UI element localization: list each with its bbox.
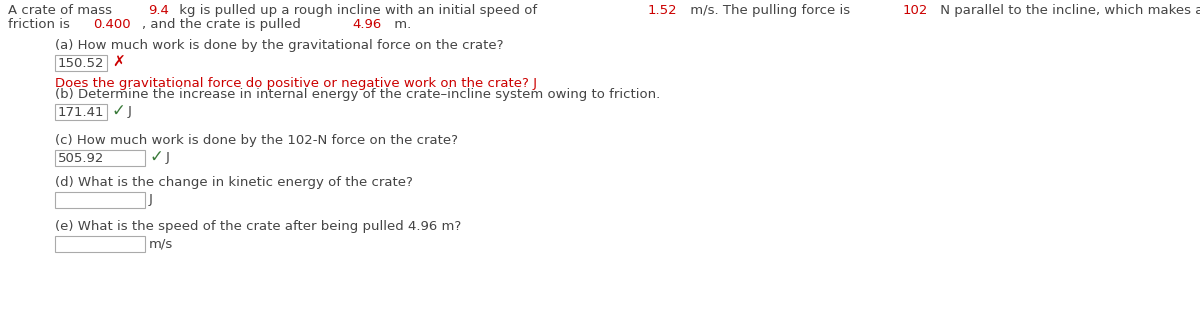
Text: 102: 102 — [902, 4, 929, 17]
Text: 0.400: 0.400 — [94, 18, 131, 31]
FancyBboxPatch shape — [55, 150, 145, 166]
Text: J: J — [166, 152, 170, 164]
Text: ✗: ✗ — [112, 55, 125, 70]
FancyBboxPatch shape — [55, 192, 145, 208]
Text: , and the crate is pulled: , and the crate is pulled — [142, 18, 305, 31]
Text: A crate of mass: A crate of mass — [8, 4, 116, 17]
FancyBboxPatch shape — [55, 55, 107, 71]
Text: kg is pulled up a rough incline with an initial speed of: kg is pulled up a rough incline with an … — [175, 4, 541, 17]
Text: 1.52: 1.52 — [647, 4, 677, 17]
Text: (b) Determine the increase in internal energy of the crate–incline system owing : (b) Determine the increase in internal e… — [55, 88, 660, 101]
Text: 505.92: 505.92 — [58, 152, 104, 165]
Text: (c) How much work is done by the 102-N force on the crate?: (c) How much work is done by the 102-N f… — [55, 134, 458, 147]
Text: ✓: ✓ — [150, 148, 164, 166]
Text: J: J — [149, 193, 152, 207]
Text: N parallel to the incline, which makes an angle of: N parallel to the incline, which makes a… — [936, 4, 1200, 17]
Text: m/s. The pulling force is: m/s. The pulling force is — [685, 4, 854, 17]
Text: 4.96: 4.96 — [353, 18, 382, 31]
Text: J: J — [128, 105, 132, 119]
Text: (d) What is the change in kinetic energy of the crate?: (d) What is the change in kinetic energy… — [55, 176, 413, 189]
Text: m.: m. — [390, 18, 412, 31]
Text: 150.52: 150.52 — [58, 57, 104, 70]
Text: m/s: m/s — [149, 237, 173, 251]
Text: Does the gravitational force do positive or negative work on the crate? J: Does the gravitational force do positive… — [55, 77, 538, 90]
Text: 9.4: 9.4 — [148, 4, 168, 17]
Text: friction is: friction is — [8, 18, 74, 31]
Text: (e) What is the speed of the crate after being pulled 4.96 m?: (e) What is the speed of the crate after… — [55, 220, 461, 233]
FancyBboxPatch shape — [55, 104, 107, 120]
Text: 171.41: 171.41 — [58, 106, 104, 119]
Text: (a) How much work is done by the gravitational force on the crate?: (a) How much work is done by the gravita… — [55, 39, 504, 52]
FancyBboxPatch shape — [55, 236, 145, 252]
Text: ✓: ✓ — [112, 102, 126, 120]
